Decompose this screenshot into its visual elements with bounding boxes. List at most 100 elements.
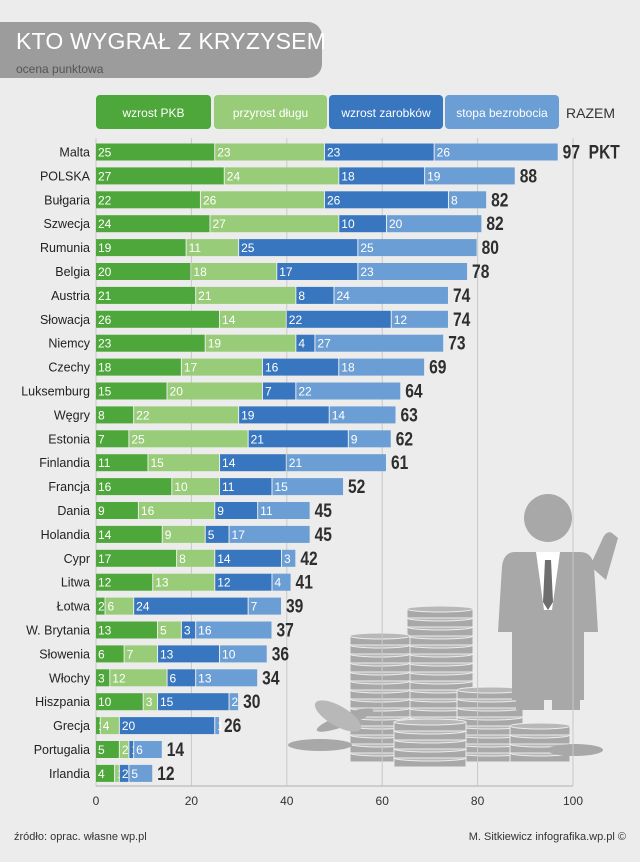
legend-label: wzrost PKB (121, 106, 184, 120)
total-value-label: 14 (167, 739, 185, 761)
coin-stack (509, 722, 571, 763)
segment-value-label: 19 (427, 169, 441, 183)
total-value-label: 45 (315, 523, 333, 545)
legend-label: wzrost zarobków (340, 106, 431, 120)
businessman-figure (498, 494, 618, 710)
segment-value-label: 6 (170, 671, 177, 685)
legend-item: przyrost długu (214, 95, 327, 129)
category-label: Luksemburg (21, 385, 90, 399)
segment-value-label: 11 (260, 504, 273, 518)
bar-row: Litwa 12 13 12 4 41 (61, 571, 313, 593)
bar-row: W. Brytania 13 5 3 16 37 (26, 619, 294, 641)
bar-segment (196, 669, 258, 687)
segment-value-label: 26 (98, 313, 112, 327)
segment-value-label: 2 (122, 767, 129, 781)
bar-row: Irlandia412512 (49, 762, 175, 784)
segment-value-label: 12 (394, 313, 408, 327)
segment-value-label: 9 (351, 432, 358, 446)
segment-value-label: 5 (208, 528, 215, 542)
segment-value-label: 27 (212, 217, 226, 231)
bar-segment (196, 286, 296, 304)
bar-segment (348, 430, 391, 448)
bar-segment (248, 597, 282, 615)
bar-segment (215, 143, 324, 161)
segment-value-label: 20 (122, 719, 136, 733)
bar-segment (339, 358, 425, 376)
category-label: Bułgaria (44, 193, 90, 207)
bar-segment (196, 621, 272, 639)
bar-segment (129, 741, 134, 758)
bar-segment (96, 286, 196, 304)
bar-segment (324, 191, 448, 209)
total-value-label: 73 (448, 332, 466, 354)
total-value-label: 39 (286, 595, 304, 617)
bar-segment (277, 263, 358, 280)
bar-segment (220, 310, 286, 328)
bar-segment (115, 764, 119, 782)
segment-value-label: 26 (203, 193, 217, 207)
total-header: RAZEM (566, 105, 615, 121)
bar-row: Rumunia 19 11 25 25 80 (40, 237, 499, 259)
bar-segment (124, 645, 158, 663)
bar-row: Holandia 14 9 5 17 45 (41, 523, 333, 545)
bar-segment (96, 430, 129, 448)
bar-segment (224, 167, 339, 185)
businessman-on-coins-illustration (288, 494, 618, 768)
bar-segment (282, 549, 296, 567)
credit-note: M. Sitkiewicz infografika.wp.pl © (468, 831, 626, 843)
total-value-label: 36 (272, 643, 290, 665)
bar-segment (158, 693, 229, 711)
legend-item: wzrost PKB (96, 95, 211, 129)
total-value-label: 41 (296, 571, 314, 593)
total-value-label: 63 (401, 404, 419, 426)
bar-row: Słowenia 6 7 13 10 36 (39, 643, 289, 665)
source-note: źródło: oprac. własne wp.pl (14, 831, 147, 843)
segment-value-label: 12 (112, 671, 126, 685)
segment-value-label: 7 (265, 385, 272, 399)
segment-value-label: 15 (160, 695, 174, 709)
bar-row: Grecja1420126 (53, 715, 241, 737)
category-label: Węgry (54, 408, 91, 422)
segment-value-label: 8 (98, 408, 105, 422)
bar-segment (119, 764, 129, 782)
bar-segment (119, 717, 215, 735)
segment-value-label: 18 (341, 169, 355, 183)
bar-segment (181, 358, 262, 376)
bar-row: Słowacja 26 14 22 12 74 (40, 308, 471, 330)
category-label: Irlandia (49, 767, 90, 781)
segment-value-label: 6 (136, 743, 143, 757)
bar-row: Belgia 20 18 17 23 78 (55, 261, 489, 283)
segment-value-label: 9 (217, 504, 224, 518)
bar-segment (96, 693, 143, 711)
segment-value-label: 26 (437, 146, 451, 160)
segment-value-label: 15 (150, 456, 164, 470)
segment-value-label: 10 (341, 217, 355, 231)
segment-value-label: 8 (451, 193, 458, 207)
legend-swatch (96, 95, 211, 129)
bar-segment (324, 143, 434, 161)
segment-value-label: 4 (298, 337, 305, 351)
bar-segment (229, 525, 310, 543)
bar-segment (105, 597, 134, 615)
bar-row: Czechy 18 17 16 18 69 (48, 356, 446, 378)
legend-label: przyrost długu (233, 106, 308, 120)
total-value-label: 74 (453, 284, 471, 306)
bar-segment (96, 406, 134, 424)
category-label: Rumunia (40, 241, 90, 255)
category-label: Cypr (64, 552, 90, 566)
bar-segment (110, 669, 167, 687)
category-label: Słowenia (39, 647, 90, 661)
category-label: Austria (51, 289, 90, 303)
legend-item: stopa bezrobocia (445, 95, 559, 129)
segment-value-label: 3 (146, 695, 153, 709)
segment-value-label: 17 (279, 265, 293, 279)
segment-value-label: 24 (98, 217, 112, 231)
bar-segment (186, 239, 239, 257)
bar-segment (248, 430, 348, 448)
total-value-label: 78 (472, 261, 490, 283)
segment-value-label: 20 (98, 265, 112, 279)
total-value-label: 52 (348, 476, 365, 498)
bar-segment (100, 717, 119, 735)
segment-value-label: 8 (298, 289, 305, 303)
bar-segment (96, 382, 167, 400)
